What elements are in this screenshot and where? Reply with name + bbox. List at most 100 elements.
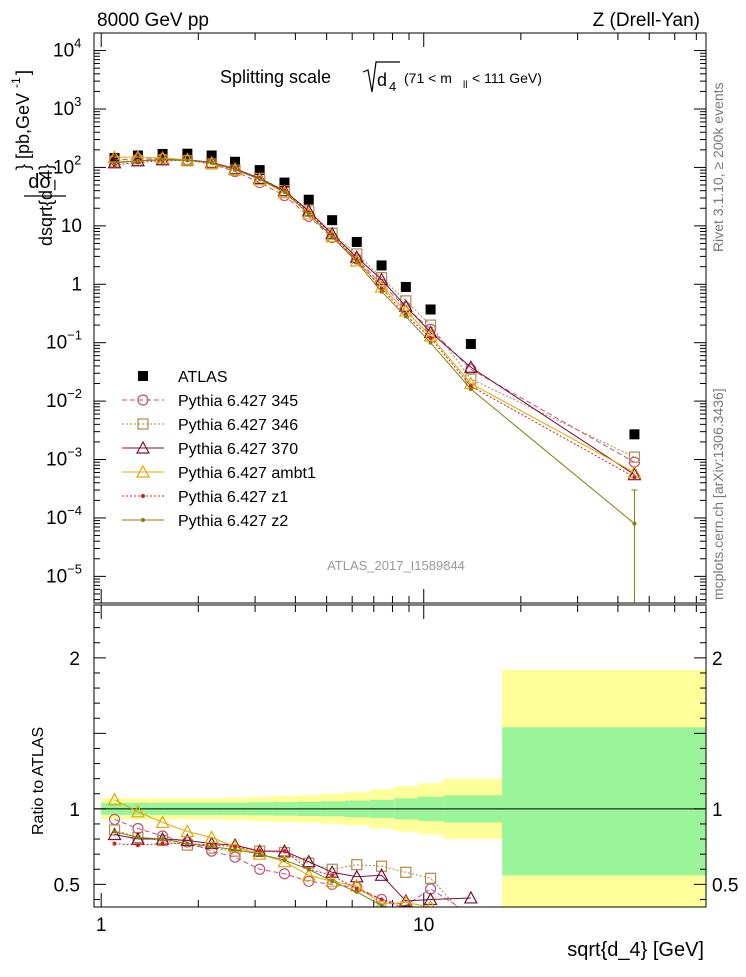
- ylabel-denominator: dsqrt{d_4}: [36, 164, 57, 246]
- ratio-point: [423, 892, 438, 906]
- ratio-point: [330, 873, 335, 878]
- ratio-tick-label-right: 0.5: [712, 875, 738, 896]
- ratio-point: [374, 868, 389, 881]
- ratio-tick-label-left: 2: [69, 649, 80, 670]
- ratio-point: [282, 849, 287, 854]
- series-line: [114, 159, 635, 458]
- legend-marker: [137, 418, 149, 430]
- ratio-point: [254, 863, 266, 875]
- legend-label: ATLAS: [178, 369, 228, 386]
- y-tick-label: 10−3: [46, 445, 82, 471]
- ratio-point: [257, 849, 262, 854]
- ratio-point: [400, 866, 412, 878]
- data-point: [468, 384, 473, 389]
- y-tick-label: 10: [61, 216, 82, 237]
- legend-entry: Pythia 6.427 ambt1: [122, 464, 316, 482]
- ratio-series: [107, 792, 478, 927]
- legend-marker: [141, 494, 145, 498]
- legend-marker: [141, 518, 145, 522]
- band-green: [502, 727, 706, 876]
- ratio-point: [306, 867, 311, 872]
- data-point: [155, 150, 170, 164]
- legend-entry: Pythia 6.427 346: [122, 417, 298, 434]
- legend-entry: ATLAS: [138, 369, 228, 386]
- data-point: [254, 165, 265, 176]
- ratio-point: [135, 843, 140, 848]
- legend-label: Pythia 6.427 ambt1: [178, 465, 316, 482]
- rivet-label: Rivet 3.1.10, ≥ 200k events: [710, 82, 726, 252]
- ratio-plot: 1 10 0.5 0.5 1 1 2 2: [54, 605, 738, 936]
- legend-entry: Pythia 6.427 370: [122, 440, 298, 458]
- y-tick-label: 1: [71, 274, 82, 295]
- data-point: [277, 185, 292, 199]
- ratio-point: [303, 875, 315, 887]
- ratio-point: [278, 868, 291, 880]
- ratio-point: [399, 895, 413, 907]
- ratio-point: [107, 827, 122, 841]
- ratio-point: [160, 841, 165, 846]
- ratio-point: [301, 854, 316, 868]
- legend-label: Pythia 6.427 z2: [178, 513, 288, 530]
- data-point: [351, 236, 362, 247]
- ratio-point: [229, 851, 241, 863]
- ratio-point: [398, 893, 413, 907]
- ratio-point: [135, 835, 140, 840]
- x-axis-label: sqrt{d_4} [GeV]: [567, 939, 704, 961]
- data-point: [325, 229, 340, 243]
- ratio-point: [180, 824, 195, 838]
- legend-marker: [137, 394, 149, 406]
- ratio-point: [301, 868, 316, 881]
- data-point: [632, 475, 637, 480]
- legend-label: Pythia 6.427 370: [178, 441, 298, 458]
- series-pythia-6.427-z2: [112, 157, 637, 526]
- main-series: [107, 148, 642, 603]
- data-point: [233, 167, 238, 172]
- title-var-sub: 4: [389, 79, 396, 94]
- ratio-point: [282, 858, 287, 863]
- ratio-y-axis-label: Ratio to ATLAS: [30, 727, 47, 835]
- data-point: [327, 215, 338, 226]
- data-point: [306, 211, 311, 216]
- data-point: [257, 177, 262, 182]
- legend-marker: [135, 464, 151, 478]
- ratio-point: [325, 874, 340, 887]
- ratio-point: [278, 847, 291, 859]
- x-tick-label: 10: [413, 915, 434, 936]
- data-point: [425, 304, 436, 315]
- data-point: [252, 172, 267, 186]
- ratio-tick-label-left: 1: [69, 800, 80, 821]
- sqrt-symbol: [362, 61, 400, 93]
- data-point: [354, 260, 359, 265]
- data-point: [112, 160, 117, 165]
- legend-label: Pythia 6.427 346: [178, 417, 298, 434]
- title-var: d: [377, 70, 387, 90]
- ratio-series-pythia-6.427-z2: [112, 829, 408, 915]
- ratio-line: [114, 818, 460, 907]
- series-pythia-6.427-346: [108, 154, 641, 463]
- main-x-ticks: [100, 33, 697, 603]
- ratio-point: [160, 837, 165, 842]
- ratio-point: [185, 841, 190, 846]
- y-tick-label: 10−5: [46, 561, 82, 587]
- ratio-point: [466, 910, 476, 920]
- ratio-point: [404, 911, 408, 915]
- y-tick-label: 10−4: [46, 503, 82, 529]
- ratio-point: [130, 804, 145, 818]
- data-point: [376, 260, 387, 271]
- ratio-point: [233, 847, 238, 852]
- x-tick-label: 1: [96, 915, 107, 936]
- ratio-point: [209, 844, 214, 849]
- data-point: [379, 289, 384, 294]
- data-point: [330, 234, 335, 239]
- uncertainty-bands: [101, 669, 706, 907]
- ratio-point: [155, 815, 170, 829]
- ratio-point: [466, 917, 476, 927]
- ratio-point: [330, 879, 335, 884]
- data-point: [180, 152, 195, 166]
- ylabel-unit-close: ]: [13, 70, 33, 75]
- ratio-y-ticks: 0.5 0.5 1 1 2 2: [54, 612, 738, 900]
- y-tick-label: 102: [53, 152, 81, 178]
- legend: ATLAS Pythia 6.427 345 Pythia 6.427 346 Pyt…: [122, 369, 316, 530]
